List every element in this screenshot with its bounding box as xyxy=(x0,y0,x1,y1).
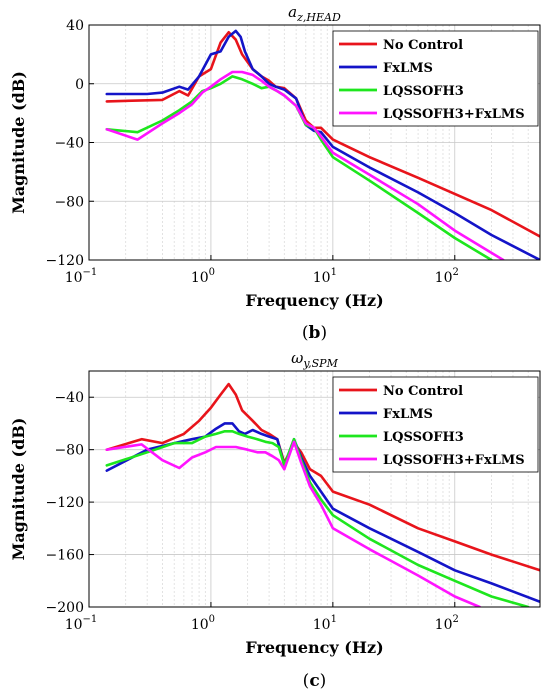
panel-b-x-tick-exp: 2 xyxy=(453,267,459,278)
panel-b-x-tick-base: 10 xyxy=(435,270,453,286)
panel-b-x-axis-label: Frequency (Hz) xyxy=(245,291,383,310)
panel-b-legend-box xyxy=(332,30,539,127)
panel-b-series-line-1 xyxy=(105,29,540,260)
panel-b-series-line-2 xyxy=(105,75,493,260)
panel-c-title: ωy,SPM xyxy=(291,349,338,370)
panel-c-legend-label-1: FxLMS xyxy=(383,407,433,422)
panel-b-title: az,HEAD xyxy=(288,3,341,24)
panel-c-title-sub: y,SPM xyxy=(302,357,338,370)
panel-b-y-tick-label: −80 xyxy=(54,194,84,210)
panel-c-x-tick-exp: 1 xyxy=(331,614,337,625)
panel-b-x-tick-exp: −1 xyxy=(83,267,98,278)
panel-b-x-tick-label: 102 xyxy=(435,267,459,286)
panel-c-legend-label-2: LQSSOFH3 xyxy=(383,430,464,445)
panel-b-x-tick-label: 10−1 xyxy=(65,267,98,286)
panel-c-x-tick-base: 10 xyxy=(191,617,209,633)
panel-c-legend-label-0: No Control xyxy=(383,384,463,399)
panel-c-y-tick-label: −200 xyxy=(46,600,84,616)
panel-b-legend: No Control FxLMS LQSSOFH3 LQSSOFH3+FxLMS xyxy=(332,30,539,127)
panel-b-y-tick-label: −120 xyxy=(46,253,84,269)
panel-b-x-tick-exp: 0 xyxy=(209,267,215,278)
panel-b-caption-letter: b xyxy=(309,323,321,343)
panel-c-x-tick-label: 10−1 xyxy=(65,614,98,633)
panel-c-series-line-3 xyxy=(105,440,482,607)
panel-c-y-tick-label: −160 xyxy=(46,548,84,564)
panel-b-x-tick-base: 10 xyxy=(65,270,83,286)
panel-c-y-tick-label: −40 xyxy=(54,390,84,406)
panel-c-caption-close: ) xyxy=(320,671,327,691)
panel-c-y-axis-label: Magnitude (dB) xyxy=(9,418,28,561)
chart-panel-b: 10−1 100 101 102400−40−80−120az,HEADFrequen… xyxy=(9,3,541,343)
panel-c-series-line-2 xyxy=(105,429,530,607)
panel-c-y-tick-label: −120 xyxy=(46,495,84,511)
panel-b-y-axis-label: Magnitude (dB) xyxy=(9,71,28,214)
panel-c-legend: No Control FxLMS LQSSOFH3 LQSSOFH3+FxLMS xyxy=(332,376,539,473)
panel-b-grid xyxy=(88,24,541,261)
panel-c-caption-open: ( xyxy=(303,671,310,691)
panel-c-x-ticks: 10−1 100 101 102 xyxy=(65,602,459,633)
panel-b-x-tick-label: 101 xyxy=(313,267,337,286)
panel-b-legend-label-2: LQSSOFH3 xyxy=(383,84,464,99)
panel-c-axes-frame xyxy=(88,370,541,608)
panel-c-caption-letter: c xyxy=(309,671,319,691)
panel-b-x-tick-label: 100 xyxy=(191,267,215,286)
panel-b-series-line-3 xyxy=(105,70,505,260)
panel-b-title-sub: z,HEAD xyxy=(296,11,341,24)
panel-c-x-tick-exp: 0 xyxy=(209,614,215,625)
panel-b-y-ticks: 40 0 −40 −80 −120 xyxy=(46,18,94,269)
panel-c-x-tick-base: 10 xyxy=(313,617,331,633)
panel-c-legend-box xyxy=(332,376,539,473)
panel-c-y-tick-label: −80 xyxy=(54,443,84,459)
panel-b-legend-label-3: LQSSOFH3+FxLMS xyxy=(383,107,525,122)
panel-b-series-group xyxy=(105,29,540,260)
panel-c-y-ticks: −40 −80 −120 −160 −200 xyxy=(46,390,94,616)
panel-c-series-line-0 xyxy=(105,382,540,572)
panel-c-x-tick-label: 101 xyxy=(313,614,337,633)
panel-b-y-tick-label: 0 xyxy=(75,77,84,93)
panel-c-title-base: ω xyxy=(291,349,303,367)
panel-b-x-ticks: 10−1 100 101 102 xyxy=(65,255,459,286)
panel-b-caption-open: ( xyxy=(302,323,309,343)
panel-c-x-tick-base: 10 xyxy=(435,617,453,633)
panel-b-y-tick-label: −40 xyxy=(54,136,84,152)
chart-panel-c: 10−1 100 101 102−40−80−120−160−200ωy,SPMFre… xyxy=(9,349,541,691)
panel-c-series-group xyxy=(105,382,540,607)
panel-b-x-tick-exp: 1 xyxy=(331,267,337,278)
panel-b-legend-label-0: No Control xyxy=(383,38,463,53)
panel-c-x-tick-exp: 2 xyxy=(453,614,459,625)
panel-b-x-tick-base: 10 xyxy=(313,270,331,286)
panel-c-x-tick-exp: −1 xyxy=(83,614,98,625)
panel-c-x-tick-label: 100 xyxy=(191,614,215,633)
panel-b-x-tick-base: 10 xyxy=(191,270,209,286)
panel-c-legend-label-3: LQSSOFH3+FxLMS xyxy=(383,453,525,468)
panel-c-x-tick-label: 102 xyxy=(435,614,459,633)
panel-c-x-axis-label: Frequency (Hz) xyxy=(245,638,383,657)
panel-b-y-tick-label: 40 xyxy=(66,18,84,34)
panel-b-caption: (b) xyxy=(302,323,327,343)
panel-b-caption-close: ) xyxy=(320,323,327,343)
panel-c-caption: (c) xyxy=(303,671,327,691)
panel-c-x-tick-base: 10 xyxy=(65,617,83,633)
panel-b-title-base: a xyxy=(288,3,297,21)
panel-b-legend-label-1: FxLMS xyxy=(383,61,433,76)
